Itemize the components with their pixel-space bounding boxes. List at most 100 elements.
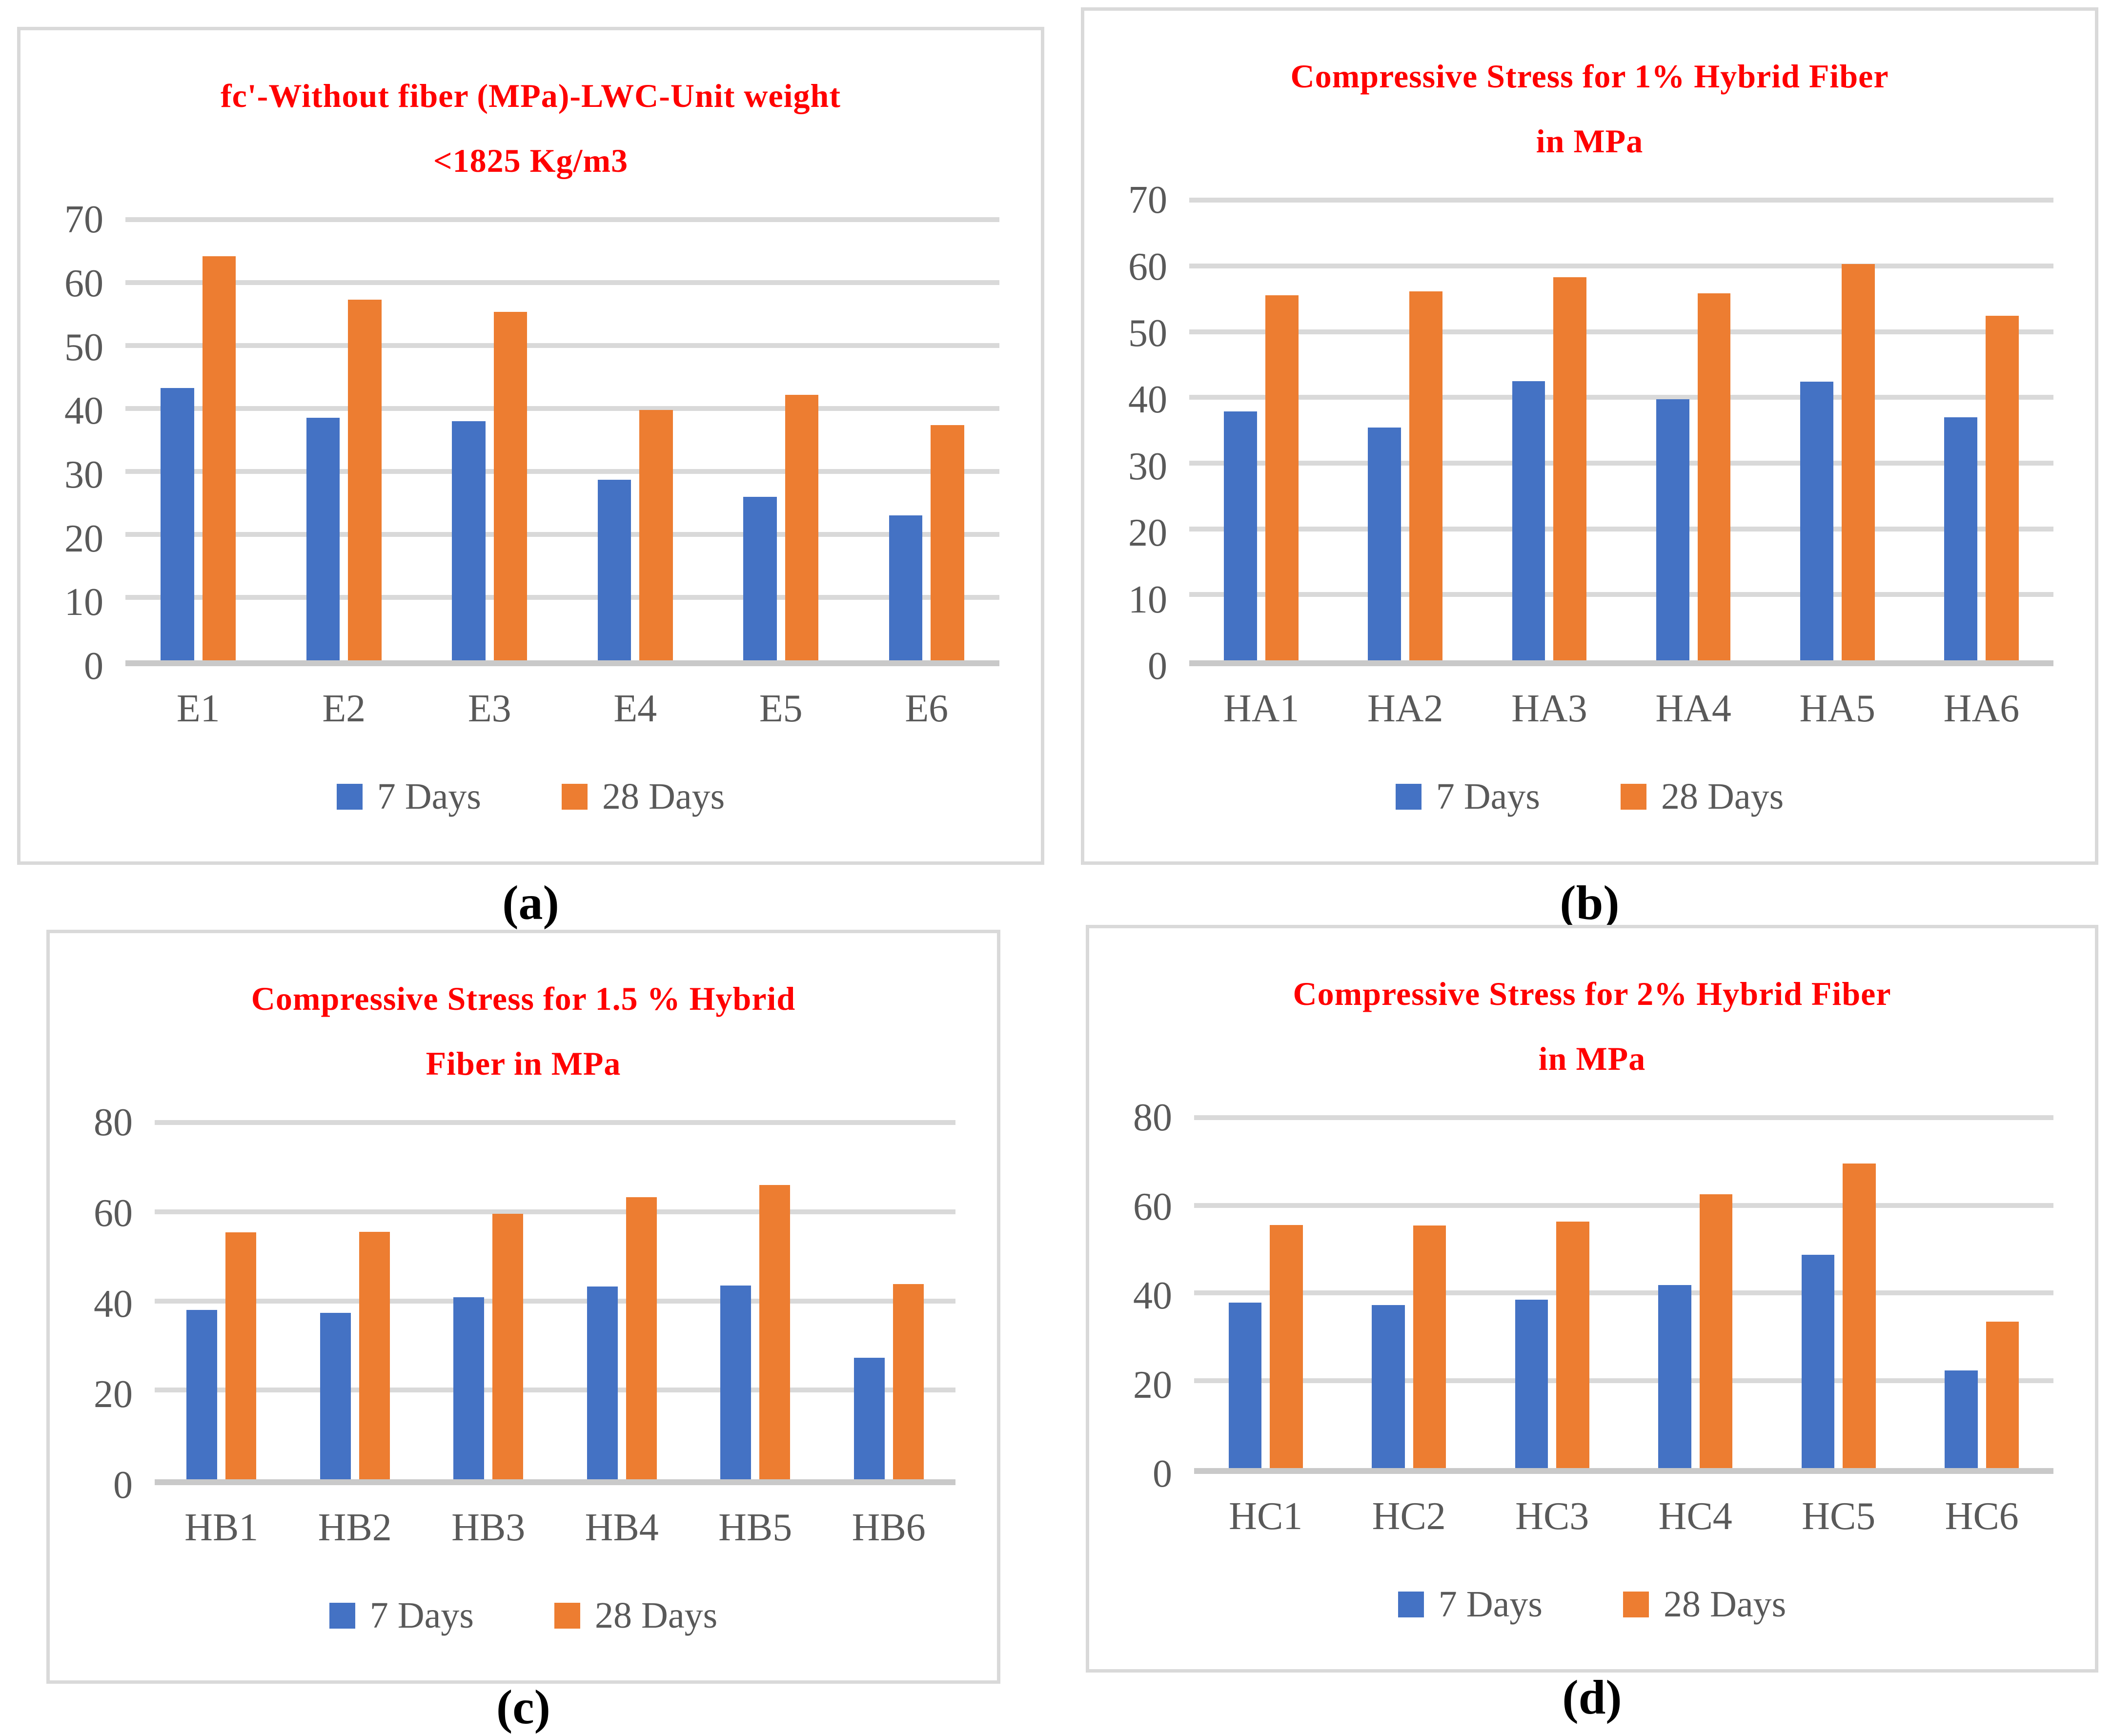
- y-tick-label: 0: [1148, 645, 1167, 688]
- x-axis-labels: HA1 HA2 HA3 HA4 HA5 HA6: [1189, 666, 2095, 752]
- category-label-HA4: HA4: [1655, 687, 1731, 730]
- category-label-E5: E5: [759, 687, 803, 730]
- bar-28-days: [759, 1185, 791, 1479]
- chart-title-line: Compressive Stress for 1.5 % Hybrid: [251, 980, 796, 1017]
- legend-swatch-icon: [1395, 784, 1422, 810]
- chart-panel-c: Compressive Stress for 1.5 % Hybrid Fiber…: [46, 930, 1000, 1684]
- bar-7-days: [186, 1309, 218, 1479]
- legend-label: 7 Days: [369, 1595, 474, 1636]
- gridline: [155, 1120, 955, 1125]
- bar-28-days: [1270, 1225, 1303, 1468]
- legend-swatch-icon: [562, 784, 588, 810]
- figure-label-b: (b): [1560, 876, 1620, 930]
- legend-swatch-icon: [336, 784, 363, 810]
- bar-group-E4: [563, 220, 709, 660]
- bar-group-HA6: [1909, 200, 2053, 660]
- chart-title-line: fc'-Without fiber (MPa)-LWC-Unit weight: [220, 77, 841, 114]
- bar-28-days: [225, 1232, 257, 1479]
- y-tick-label: 40: [94, 1282, 133, 1326]
- gridline: [125, 595, 999, 600]
- y-tick-label: 60: [64, 262, 103, 305]
- category-label-HA3: HA3: [1511, 687, 1587, 730]
- gridline: [1189, 592, 2053, 597]
- y-tick-label: 80: [1133, 1096, 1172, 1140]
- legend-swatch-icon: [1623, 1592, 1649, 1617]
- bar-28-days: [1697, 293, 1731, 660]
- bar-28-days: [348, 299, 382, 660]
- y-tick-label: 0: [84, 645, 103, 688]
- bar-7-days: [1801, 1255, 1835, 1468]
- chart-title: fc'-Without fiber (MPa)-LWC-Unit weight <…: [20, 63, 1041, 193]
- category-label-E4: E4: [613, 687, 657, 730]
- bar-group-HA3: [1477, 200, 1621, 660]
- plot-area: [1189, 198, 2053, 666]
- bar-7-days: [889, 515, 923, 660]
- bar-group-HC1: [1194, 1118, 1338, 1468]
- bar-group-E3: [417, 220, 563, 660]
- legend-label: 28 Days: [1661, 776, 1784, 817]
- category-label-HB6: HB6: [852, 1506, 926, 1549]
- gridline: [125, 280, 999, 286]
- y-tick-label: 10: [64, 581, 103, 624]
- legend-label: 7 Days: [1436, 776, 1540, 817]
- bar-group-E2: [271, 220, 417, 660]
- category-label-HB5: HB5: [718, 1506, 792, 1549]
- chart-title-line: in MPa: [1538, 1040, 1646, 1077]
- bar-28-days: [492, 1214, 524, 1479]
- figure-label-d: (d): [1562, 1670, 1622, 1724]
- bar-group-HB1: [155, 1123, 288, 1479]
- gridline: [125, 343, 999, 348]
- bar-group-HC3: [1481, 1118, 1624, 1468]
- bar-28-days: [1553, 277, 1587, 660]
- chart-body: 0 20 40 60 80: [1089, 1098, 2095, 1493]
- bar-group-HA2: [1333, 200, 1477, 660]
- y-tick-label: 60: [1133, 1185, 1172, 1228]
- bar-28-days: [931, 425, 964, 660]
- y-axis: 0 20 40 60 80: [50, 1103, 155, 1505]
- gridline: [1189, 198, 2053, 203]
- category-label-HC6: HC6: [1945, 1495, 2019, 1538]
- y-tick-label: 40: [1128, 378, 1167, 422]
- chart-title-line: Compressive Stress for 2% Hybrid Fiber: [1293, 975, 1891, 1012]
- bar-7-days: [720, 1285, 751, 1479]
- chart-body: 0 10 20 30 40 50 60 70: [1084, 181, 2095, 686]
- bar-28-days: [1986, 1322, 2019, 1468]
- bar-28-days: [493, 311, 528, 660]
- bar-group-E5: [708, 220, 854, 660]
- y-tick-label: 20: [1128, 511, 1167, 555]
- bar-group-HC5: [1767, 1118, 1910, 1468]
- figure-label-a: (a): [502, 876, 559, 930]
- gridline: [125, 469, 999, 474]
- bar-7-days: [161, 388, 194, 660]
- plot-area: [125, 217, 999, 666]
- y-axis: 0 10 20 30 40 50 60 70: [20, 200, 125, 686]
- bar-7-days: [597, 479, 631, 660]
- bar-28-days: [1409, 291, 1443, 660]
- gridline: [155, 1298, 955, 1304]
- gridline: [1189, 526, 2053, 531]
- y-tick-label: 50: [64, 326, 103, 369]
- category-label-HB2: HB2: [318, 1506, 392, 1549]
- legend-item-28-days: 28 Days: [1621, 776, 1784, 818]
- bar-28-days: [893, 1284, 924, 1479]
- category-label-HC4: HC4: [1658, 1495, 1732, 1538]
- legend-item-28-days: 28 Days: [1623, 1583, 1786, 1626]
- plot-area: [155, 1120, 955, 1485]
- gridline: [1189, 329, 2053, 334]
- chart-title: Compressive Stress for 2% Hybrid Fiber in…: [1089, 961, 2095, 1091]
- bar-28-days: [359, 1232, 390, 1479]
- legend-label: 7 Days: [1438, 1584, 1543, 1625]
- legend-label: 28 Days: [602, 776, 725, 817]
- gridline: [155, 1209, 955, 1214]
- legend: 7 Days 28 Days: [1089, 1559, 2095, 1650]
- chart-panel-d: Compressive Stress for 2% Hybrid Fiber in…: [1086, 925, 2098, 1673]
- legend-swatch-icon: [1621, 784, 1646, 810]
- bar-group-HC4: [1624, 1118, 1767, 1468]
- chart-panel-a: fc'-Without fiber (MPa)-LWC-Unit weight <…: [17, 27, 1044, 865]
- category-label-HC1: HC1: [1229, 1495, 1303, 1538]
- category-label-HC3: HC3: [1515, 1495, 1589, 1538]
- bar-group-E1: [125, 220, 271, 660]
- plot-area: [1194, 1115, 2053, 1474]
- bar-group-HB4: [555, 1123, 689, 1479]
- y-tick-label: 20: [1133, 1363, 1172, 1407]
